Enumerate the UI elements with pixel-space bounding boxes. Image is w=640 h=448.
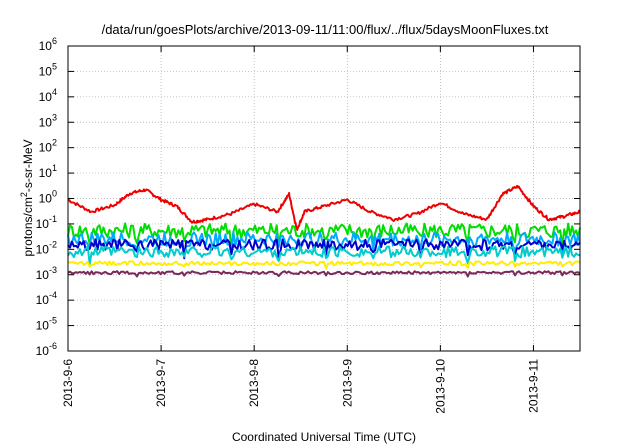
x-tick-label: 2013-9-8 [247,359,261,407]
y-axis: 10-6 10-5 10-4 10-3 10-2 10-1 100 101 102 103 104 1… [36,36,580,358]
y-tick-label: 10-5 [36,316,57,333]
y-tick-label: 10-1 [36,214,57,231]
y-tick-label: 10-6 [36,341,57,358]
y-axis-label: protons/cm2-s-sr-MeV [19,139,35,256]
y-tick-label: 10-2 [36,239,57,256]
x-tick-label: 2013-9-9 [340,359,354,407]
x-tick-label: 2013-9-6 [61,359,75,407]
y-tick-label: 104 [39,87,57,104]
series-line [67,270,581,278]
x-tick-label: 2013-9-7 [154,359,168,407]
x-axis-label: Coordinated Universal Time (UTC) [232,430,416,444]
series-line [67,238,581,260]
y-tick-label: 102 [39,138,57,155]
x-tick-label: 2013-9-10 [433,359,447,414]
series-line [67,260,581,270]
y-tick-label: 105 [39,61,57,78]
series-line [67,184,581,231]
grid [68,46,580,351]
y-tick-label: 10-3 [36,265,57,282]
x-tick-label: 2013-9-11 [526,359,540,413]
series-group [67,184,581,278]
x-axis: 2013-9-6 2013-9-7 2013-9-8 2013-9-9 2013-9-1… [61,46,540,414]
y-tick-label: 106 [39,36,57,53]
series-line [67,245,581,266]
chart-title: /data/run/goesPlots/archive/2013-09-11/1… [102,22,549,37]
y-tick-label: 103 [39,112,57,129]
y-tick-label: 10-4 [36,290,57,307]
y-tick-label: 101 [39,163,57,180]
y-tick-label: 100 [39,189,57,206]
